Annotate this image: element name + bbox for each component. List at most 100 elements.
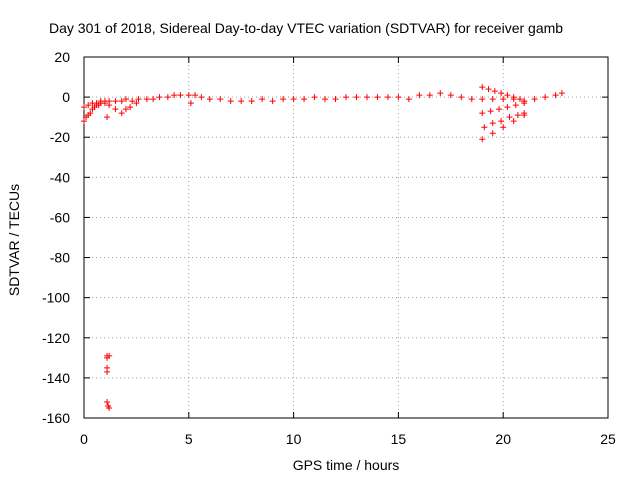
data-point [87, 110, 94, 117]
y-tick-label: -160 [42, 410, 70, 426]
grid [84, 57, 608, 418]
data-point [510, 118, 517, 125]
data-point [187, 100, 194, 107]
data-point [552, 92, 559, 99]
y-tick-label: -20 [50, 129, 70, 145]
plot-frame [83, 56, 609, 419]
data-point [106, 102, 113, 109]
data-point [112, 106, 119, 113]
series-main-band [81, 90, 565, 111]
data-point [290, 96, 297, 103]
data-point [481, 124, 488, 131]
y-axis-label: SDTVAR / TECUs [6, 184, 22, 296]
data-point [133, 100, 140, 107]
data-point [332, 96, 339, 103]
data-point [269, 98, 276, 105]
data-point [479, 110, 486, 117]
x-axis-label: GPS time / hours [293, 457, 400, 473]
data-point [512, 102, 519, 109]
data-point [259, 96, 266, 103]
y-tick-label: -100 [42, 290, 70, 306]
data-point [177, 92, 184, 99]
data-point [514, 112, 521, 119]
data-point [322, 96, 329, 103]
data-point [122, 106, 129, 113]
data-point [112, 98, 119, 105]
data-point [374, 94, 381, 101]
data-point [426, 92, 433, 99]
data-point [81, 104, 87, 111]
data-point [280, 96, 287, 103]
y-tick-label: -60 [50, 209, 70, 225]
data-point [106, 352, 113, 359]
series-late-spread [479, 84, 528, 143]
data-point [500, 96, 507, 103]
data-point [458, 94, 465, 101]
x-tick-label: 25 [600, 431, 616, 447]
data-point [489, 120, 496, 127]
data-point [498, 90, 505, 97]
data-point [127, 104, 134, 111]
data-point [479, 84, 486, 91]
data-point [504, 92, 511, 99]
data-point [311, 94, 318, 101]
series-early-dip [81, 100, 140, 125]
data-point [447, 92, 454, 99]
series-outliers [104, 352, 113, 411]
data-point [238, 98, 245, 105]
data-point [384, 94, 391, 101]
data-point [301, 96, 308, 103]
data-point [248, 98, 255, 105]
data-point [156, 94, 163, 101]
data-point [479, 136, 486, 143]
x-tick-label: 0 [80, 431, 88, 447]
data-point [489, 130, 496, 137]
data-point [85, 102, 92, 109]
y-tick-label: -120 [42, 330, 70, 346]
data-point [521, 100, 528, 107]
data-point [104, 398, 111, 405]
data-point [491, 88, 498, 95]
y-tick-label: -140 [42, 370, 70, 386]
data-point [395, 94, 402, 101]
data-point [185, 92, 192, 99]
data-point [343, 94, 349, 101]
data-points [81, 84, 565, 411]
data-point [558, 90, 565, 97]
data-point [206, 96, 213, 103]
y-tick-label: 20 [54, 49, 70, 65]
data-point [104, 368, 111, 375]
x-tick-label: 20 [495, 431, 511, 447]
data-point [516, 96, 523, 103]
data-point [192, 92, 199, 99]
data-point [363, 94, 370, 101]
data-point [416, 92, 423, 99]
data-point [487, 108, 494, 115]
data-point [510, 94, 517, 101]
x-tick-label: 10 [286, 431, 302, 447]
data-point [217, 96, 224, 103]
data-point [506, 114, 513, 121]
data-point [106, 404, 113, 411]
data-point [489, 96, 496, 103]
data-point [542, 94, 549, 101]
data-point [504, 104, 511, 111]
data-point [405, 96, 412, 103]
data-point [437, 90, 444, 97]
data-point [468, 96, 475, 103]
data-point [143, 96, 150, 103]
data-point [135, 96, 142, 103]
x-tick-label: 5 [185, 431, 193, 447]
y-tick-label: -80 [50, 250, 70, 266]
data-point [164, 94, 171, 101]
y-tick-label: 0 [62, 89, 70, 105]
data-point [122, 96, 129, 103]
data-point [353, 94, 360, 101]
data-point [81, 118, 87, 125]
data-point [171, 92, 178, 99]
data-point [531, 96, 538, 103]
data-point [101, 100, 108, 107]
data-point [118, 110, 125, 117]
data-point [498, 118, 505, 125]
